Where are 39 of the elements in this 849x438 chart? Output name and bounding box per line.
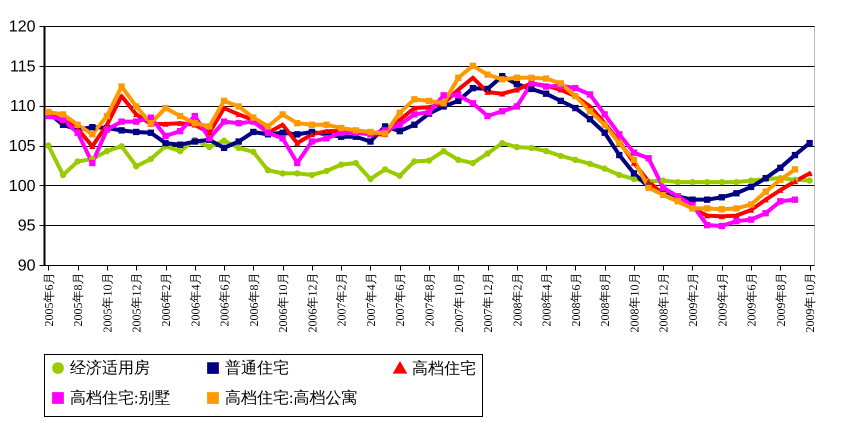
y-tick-label: 120 bbox=[8, 18, 36, 36]
x-tick-label: 2007年12月 bbox=[481, 272, 496, 332]
x-tick-label: 2005年6月 bbox=[42, 272, 56, 326]
x-tick-label: 2007年2月 bbox=[334, 272, 349, 326]
x-tick-label: 2006年12月 bbox=[305, 272, 320, 332]
x-tick-label: 2005年12月 bbox=[130, 272, 144, 332]
x-tick-label: 2009年2月 bbox=[686, 272, 700, 326]
legend-label: 高档住宅:高档公寓 bbox=[225, 389, 358, 407]
x-tick-label: 2008年12月 bbox=[656, 272, 671, 332]
x-tick-label: 2008年10月 bbox=[627, 272, 642, 332]
x-tick-label: 2006年6月 bbox=[218, 272, 232, 326]
x-tick-label: 2008年8月 bbox=[598, 272, 612, 326]
x-tick-label: 2009年4月 bbox=[715, 272, 730, 326]
x-tick-label: 2008年6月 bbox=[568, 272, 583, 326]
x-tick-label: 2005年8月 bbox=[71, 272, 86, 326]
legend-label: 经济适用房 bbox=[70, 359, 150, 378]
x-tick-label: 2007年10月 bbox=[452, 272, 466, 332]
x-tick-label: 2006年10月 bbox=[276, 272, 290, 332]
x-tick-label: 2007年8月 bbox=[422, 272, 436, 326]
y-tick-label: 95 bbox=[18, 218, 36, 235]
x-tick-label: 2008年2月 bbox=[510, 272, 524, 326]
y-tick-label: 100 bbox=[8, 178, 36, 195]
legend-label: 高档住宅:别墅 bbox=[70, 389, 170, 407]
y-tick-label: 90 bbox=[18, 258, 36, 274]
x-tick-label: 2009年6月 bbox=[744, 272, 759, 326]
y-tick-label: 105 bbox=[8, 138, 36, 155]
legend-label: 普通住宅 bbox=[225, 359, 289, 378]
y-tick-label: 110 bbox=[10, 98, 36, 116]
x-tick-label: 2009年8月 bbox=[774, 272, 788, 326]
x-tick-label: 2007年6月 bbox=[393, 272, 408, 326]
x-tick-label: 2009年10月 bbox=[803, 272, 818, 332]
y-tick-label: 115 bbox=[10, 58, 36, 76]
x-tick-label: 2005年10月 bbox=[100, 272, 114, 332]
x-tick-label: 2006年4月 bbox=[188, 272, 202, 326]
x-tick-label: 2007年4月 bbox=[364, 272, 378, 326]
x-tick-label: 2008年4月 bbox=[540, 272, 554, 326]
x-tick-label: 2006年8月 bbox=[246, 272, 261, 326]
x-tick-label: 2006年2月 bbox=[159, 272, 173, 326]
legend-label: 高档住宅 bbox=[412, 359, 476, 378]
